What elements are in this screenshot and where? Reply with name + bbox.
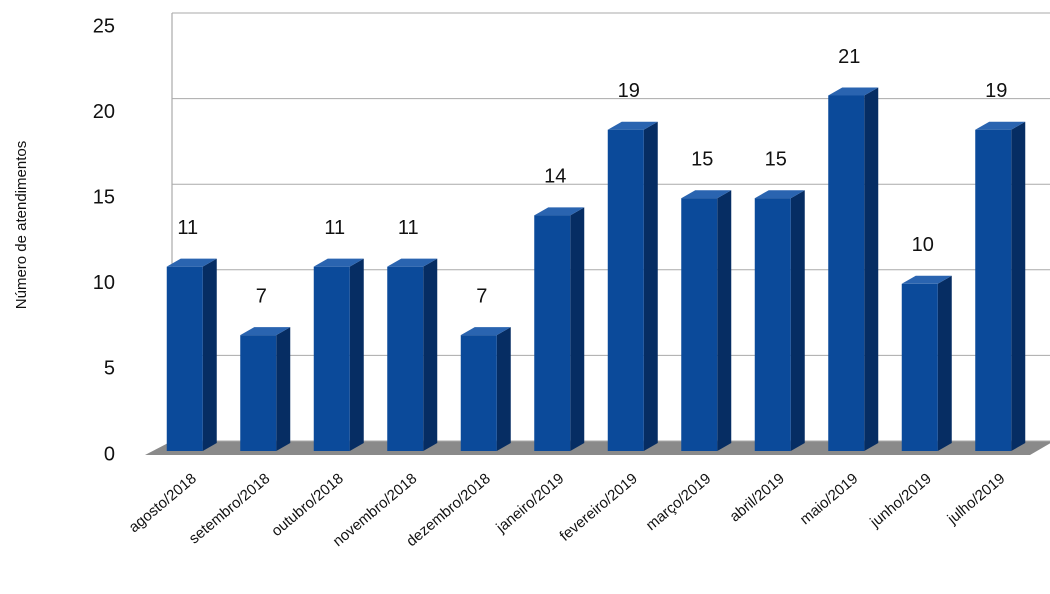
bar-side [864,87,878,451]
chart: Número de atendimentos 0 5 10 15 20 25 agosto/… [0,0,1050,594]
bar-side [423,259,437,451]
value-label: 11 [398,217,419,239]
value-label: 11 [324,217,345,239]
bar [387,267,423,451]
x-tick-label: julho/2019 [944,470,1009,528]
bar [608,130,644,451]
x-tick-label: março/2019 [643,470,715,534]
bar [240,335,276,451]
bar-side [644,122,658,451]
bar [681,198,717,451]
bar-side [717,190,731,451]
bar-side [203,259,217,451]
bar [167,267,203,451]
value-label: 7 [476,285,487,307]
value-label: 7 [256,285,267,307]
value-label: 11 [177,217,198,239]
value-label: 15 [691,148,713,170]
value-label: 15 [765,148,787,170]
bar-side [1011,122,1025,451]
bar [828,95,864,451]
value-label: 14 [544,166,566,188]
value-label: 19 [985,80,1007,102]
bar-side [497,327,511,451]
y-tick-label: 25 [93,15,115,37]
x-tick-label: junho/2019 [866,470,935,531]
value-label: 19 [618,80,640,102]
y-tick-label: 0 [104,443,115,465]
value-label: 10 [912,234,934,256]
y-tick-label: 5 [104,358,115,380]
x-tick-label: setembro/2018 [186,470,274,547]
bar-side [276,327,290,451]
y-tick-label: 20 [93,101,115,123]
x-tick-label: fevereiro/2019 [556,470,640,545]
y-tick-label: 10 [93,272,115,294]
value-label: 21 [838,46,860,68]
x-tick-label: agosto/2018 [126,470,200,536]
bar [755,198,791,451]
bar-side [791,190,805,451]
bar [461,335,497,451]
x-tick-label: abril/2019 [726,470,787,525]
x-tick-label: janeiro/2019 [492,470,567,537]
y-axis-title: Número de atendimentos [13,141,30,309]
bar [975,130,1011,451]
bar [534,215,570,451]
y-tick-label: 15 [93,186,115,208]
bar [314,267,350,451]
bar-side [350,259,364,451]
x-tick-label: outubro/2018 [268,470,347,540]
bar [902,284,938,451]
x-tick-label: maio/2019 [797,470,862,528]
bar-side [570,207,584,451]
bar-side [938,276,952,451]
